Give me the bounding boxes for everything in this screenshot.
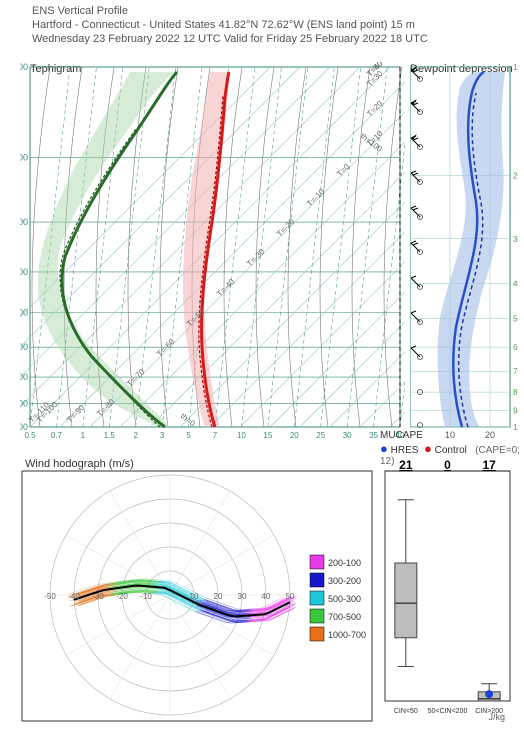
svg-text:1.5: 1.5	[104, 431, 116, 440]
mucape-panel: 21017 CIN<5050<CIN<200CIN>200 J/kg	[380, 455, 515, 725]
svg-text:0.7: 0.7	[51, 431, 63, 440]
svg-text:T=-70: T=-70	[125, 367, 147, 389]
svg-text:1000-700: 1000-700	[328, 630, 366, 640]
svg-text:T=-40: T=-40	[215, 277, 237, 299]
svg-text:3: 3	[160, 431, 165, 440]
svg-text:0: 0	[444, 458, 451, 472]
svg-text:600: 600	[513, 343, 518, 352]
svg-text:200-100: 200-100	[328, 558, 361, 568]
svg-text:-20: -20	[116, 592, 128, 601]
location: Hartford - Connecticut - United States 4…	[32, 18, 428, 32]
tephi-xlabels: 0.50.711.5235710152025303540	[24, 431, 405, 440]
svg-text:700-500: 700-500	[328, 612, 361, 622]
svg-text:20: 20	[290, 431, 299, 440]
svg-text:700: 700	[513, 367, 518, 376]
wind-barbs	[411, 66, 423, 428]
svg-text:600: 600	[20, 308, 28, 318]
svg-text:2: 2	[133, 431, 138, 440]
svg-text:300: 300	[20, 153, 28, 163]
svg-text:30: 30	[343, 431, 352, 440]
svg-text:-30: -30	[92, 592, 104, 601]
box-header: 21 0 17	[399, 458, 496, 472]
svg-text:300-200: 300-200	[328, 576, 361, 586]
dewdep-spread	[438, 72, 505, 427]
tephigram-label: Tephigram	[30, 63, 81, 75]
svg-text:800: 800	[513, 388, 518, 397]
hodograph-label: Wind hodograph (m/s)	[25, 458, 134, 470]
chart-header: ENS Vertical Profile Hartford - Connecti…	[32, 4, 428, 46]
valid-time: Wednesday 23 February 2022 12 UTC Valid …	[32, 32, 428, 46]
svg-text:1: 1	[81, 431, 86, 440]
svg-text:800: 800	[20, 372, 28, 382]
svg-text:900: 900	[20, 398, 28, 408]
dewpoint-depression-panel: Dewpoint depression 10009008007006005004…	[410, 62, 518, 424]
svg-text:21: 21	[399, 458, 413, 472]
svg-text:20: 20	[214, 592, 223, 601]
svg-text:50<CIN<200: 50<CIN<200	[428, 708, 468, 715]
pressure-labels: 1000900800700600500400300200	[20, 62, 28, 432]
svg-text:T=0: T=0	[335, 162, 352, 179]
box-plot	[385, 471, 510, 701]
svg-text:0.5: 0.5	[24, 431, 36, 440]
svg-text:500: 500	[513, 315, 518, 324]
svg-text:15: 15	[263, 431, 272, 440]
svg-text:500-300: 500-300	[328, 594, 361, 604]
svg-text:T=-20: T=-20	[275, 217, 297, 239]
svg-text:25: 25	[316, 431, 325, 440]
hodo-legend: 200-100 300-200 500-300 700-500 1000-700	[310, 555, 366, 641]
svg-text:10: 10	[237, 431, 246, 440]
box-xlabels: CIN<5050<CIN<200CIN>200	[394, 708, 503, 715]
svg-text:700: 700	[20, 342, 28, 352]
svg-text:100: 100	[513, 63, 518, 72]
svg-text:40: 40	[262, 592, 271, 601]
svg-text:-50: -50	[44, 592, 56, 601]
svg-text:400: 400	[20, 217, 28, 227]
svg-text:900: 900	[513, 407, 518, 416]
dewdep-ylabels: 1000900800700600500400300200100	[513, 63, 518, 432]
svg-text:500: 500	[20, 267, 28, 277]
svg-text:17: 17	[482, 458, 496, 472]
svg-text:T=-90: T=-90	[65, 403, 87, 425]
box-axis-label: J/kg	[488, 712, 505, 722]
svg-text:200: 200	[513, 171, 518, 180]
svg-text:35: 35	[369, 431, 378, 440]
svg-text:-40: -40	[68, 592, 80, 601]
svg-text:200: 200	[20, 62, 28, 72]
svg-text:th=0: th=0	[179, 411, 197, 428]
svg-text:10: 10	[190, 592, 199, 601]
svg-text:T=20: T=20	[365, 99, 385, 119]
svg-text:T=-30: T=-30	[245, 247, 267, 269]
svg-text:5: 5	[186, 431, 191, 440]
mucape-label: MUCAPE	[380, 430, 423, 441]
svg-text:50: 50	[286, 592, 295, 601]
svg-text:400: 400	[513, 280, 518, 289]
svg-text:-10: -10	[140, 592, 152, 601]
svg-text:30: 30	[238, 592, 247, 601]
tephigram-panel: Tephigram 1000900800700600500400300200	[20, 62, 405, 424]
hodograph-panel: Wind hodograph (m/s) -50 -40 -30 -20 -10 10 20…	[20, 455, 375, 725]
svg-text:CIN<50: CIN<50	[394, 708, 418, 715]
svg-text:300: 300	[513, 235, 518, 244]
svg-text:T=-60: T=-60	[155, 337, 177, 359]
title: ENS Vertical Profile	[32, 4, 428, 18]
svg-text:7: 7	[213, 431, 218, 440]
